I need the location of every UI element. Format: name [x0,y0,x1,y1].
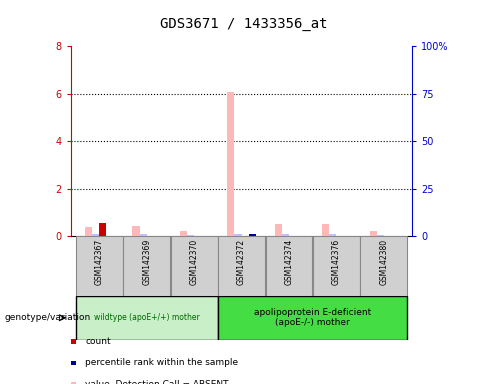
Bar [180,231,187,236]
Text: percentile rank within the sample: percentile rank within the sample [85,358,239,367]
Text: wildtype (apoE+/+) mother: wildtype (apoE+/+) mother [94,313,200,322]
Bar [377,235,384,236]
Bar [322,224,329,236]
Bar [227,92,234,236]
Bar [218,236,265,296]
Bar [99,223,106,236]
Text: GSM142367: GSM142367 [95,238,104,285]
Bar [76,236,122,296]
Bar [76,296,218,340]
Bar [234,234,242,236]
Text: apolipoprotein E-deficient
(apoE-/-) mother: apolipoprotein E-deficient (apoE-/-) mot… [254,308,371,328]
Text: count: count [85,337,111,346]
Text: GSM142372: GSM142372 [237,238,246,285]
Text: GSM142370: GSM142370 [190,238,199,285]
Bar [218,296,407,340]
Bar [249,234,256,236]
Bar [187,235,194,236]
Text: GSM142369: GSM142369 [142,238,151,285]
Bar [92,234,99,236]
Bar [329,234,336,236]
Text: GSM142376: GSM142376 [332,238,341,285]
Bar [313,236,360,296]
Text: GDS3671 / 1433356_at: GDS3671 / 1433356_at [160,17,328,31]
Text: GSM142374: GSM142374 [285,238,293,285]
Bar [265,236,312,296]
Bar [282,234,289,236]
Bar [123,236,170,296]
Bar [132,226,140,236]
Bar [85,227,92,236]
Bar [370,231,377,236]
Bar [171,236,218,296]
Bar [140,234,147,236]
Bar [361,236,407,296]
Text: value, Detection Call = ABSENT: value, Detection Call = ABSENT [85,379,229,384]
Bar [275,224,282,236]
Text: GSM142380: GSM142380 [379,238,388,285]
Text: genotype/variation: genotype/variation [5,313,91,322]
